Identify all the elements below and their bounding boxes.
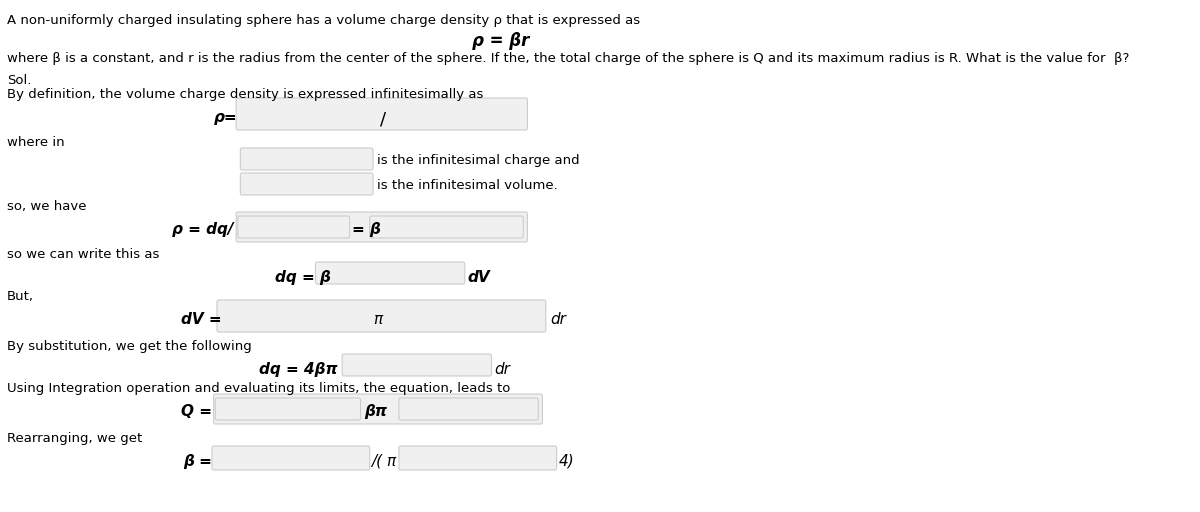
Text: so, we have: so, we have bbox=[7, 200, 86, 213]
Text: = β: = β bbox=[352, 222, 382, 237]
Text: Sol.: Sol. bbox=[7, 74, 31, 87]
Text: dV =: dV = bbox=[180, 312, 221, 327]
FancyBboxPatch shape bbox=[370, 216, 523, 238]
Text: But,: But, bbox=[7, 290, 34, 303]
FancyBboxPatch shape bbox=[316, 262, 464, 284]
Text: β =: β = bbox=[184, 454, 212, 469]
FancyBboxPatch shape bbox=[212, 446, 370, 470]
Text: By substitution, we get the following: By substitution, we get the following bbox=[7, 340, 252, 353]
Text: where in: where in bbox=[7, 136, 65, 149]
Text: dr: dr bbox=[551, 312, 566, 327]
Text: 4): 4) bbox=[559, 454, 575, 469]
FancyBboxPatch shape bbox=[342, 354, 492, 376]
FancyBboxPatch shape bbox=[386, 102, 523, 126]
FancyBboxPatch shape bbox=[217, 300, 546, 332]
Text: /( π: /( π bbox=[371, 454, 396, 469]
Text: A non-uniformly charged insulating sphere has a volume charge density ρ that is : A non-uniformly charged insulating spher… bbox=[7, 14, 640, 27]
Text: ρ = dq/: ρ = dq/ bbox=[172, 222, 234, 237]
FancyBboxPatch shape bbox=[398, 398, 539, 420]
Text: /: / bbox=[379, 110, 386, 128]
Text: dq = 4βπ: dq = 4βπ bbox=[259, 362, 337, 377]
FancyBboxPatch shape bbox=[240, 148, 373, 170]
FancyBboxPatch shape bbox=[236, 98, 528, 130]
Text: ρ=: ρ= bbox=[215, 110, 238, 125]
FancyBboxPatch shape bbox=[238, 216, 349, 238]
Text: By definition, the volume charge density is expressed infinitesimally as: By definition, the volume charge density… bbox=[7, 88, 484, 101]
FancyBboxPatch shape bbox=[398, 446, 557, 470]
FancyBboxPatch shape bbox=[221, 304, 371, 328]
Text: dq = β: dq = β bbox=[275, 270, 331, 285]
Text: so we can write this as: so we can write this as bbox=[7, 248, 160, 261]
Text: is the infinitesimal charge and: is the infinitesimal charge and bbox=[377, 154, 580, 167]
Text: Q =: Q = bbox=[181, 404, 212, 419]
FancyBboxPatch shape bbox=[214, 394, 542, 424]
FancyBboxPatch shape bbox=[240, 102, 377, 126]
Text: dr: dr bbox=[494, 362, 510, 377]
Text: ρ = βr: ρ = βr bbox=[472, 32, 529, 50]
Text: Using Integration operation and evaluating its limits, the equation, leads to: Using Integration operation and evaluati… bbox=[7, 382, 510, 395]
Text: is the infinitesimal volume.: is the infinitesimal volume. bbox=[377, 179, 558, 192]
Text: Rearranging, we get: Rearranging, we get bbox=[7, 432, 142, 445]
Text: where β is a constant, and r is the radius from the center of the sphere. If the: where β is a constant, and r is the radi… bbox=[7, 52, 1129, 65]
FancyBboxPatch shape bbox=[236, 212, 528, 242]
FancyBboxPatch shape bbox=[215, 398, 360, 420]
Text: dV: dV bbox=[467, 270, 490, 285]
FancyBboxPatch shape bbox=[240, 173, 373, 195]
Text: βπ: βπ bbox=[364, 404, 386, 419]
Text: π: π bbox=[373, 312, 382, 327]
